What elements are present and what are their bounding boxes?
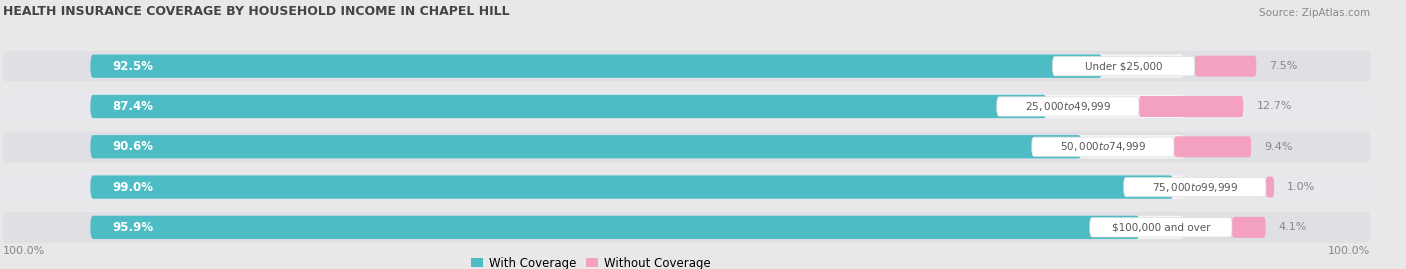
FancyBboxPatch shape (90, 55, 1184, 78)
Text: 100.0%: 100.0% (3, 246, 45, 256)
Text: 92.5%: 92.5% (112, 60, 153, 73)
Text: 95.9%: 95.9% (112, 221, 153, 234)
FancyBboxPatch shape (1053, 56, 1195, 76)
FancyBboxPatch shape (1232, 217, 1265, 238)
FancyBboxPatch shape (3, 91, 1371, 122)
FancyBboxPatch shape (3, 132, 1371, 162)
Text: $75,000 to $99,999: $75,000 to $99,999 (1152, 180, 1237, 194)
Text: HEALTH INSURANCE COVERAGE BY HOUSEHOLD INCOME IN CHAPEL HILL: HEALTH INSURANCE COVERAGE BY HOUSEHOLD I… (3, 5, 509, 18)
FancyBboxPatch shape (1090, 218, 1232, 237)
Text: 9.4%: 9.4% (1264, 142, 1292, 152)
FancyBboxPatch shape (90, 135, 1184, 158)
FancyBboxPatch shape (90, 216, 1184, 239)
FancyBboxPatch shape (1174, 136, 1251, 157)
Text: 100.0%: 100.0% (1329, 246, 1371, 256)
FancyBboxPatch shape (997, 97, 1139, 116)
FancyBboxPatch shape (1032, 137, 1174, 157)
Text: Source: ZipAtlas.com: Source: ZipAtlas.com (1260, 8, 1371, 18)
Text: 90.6%: 90.6% (112, 140, 153, 153)
Text: 1.0%: 1.0% (1288, 182, 1316, 192)
FancyBboxPatch shape (1195, 56, 1257, 77)
FancyBboxPatch shape (90, 95, 1184, 118)
Text: $50,000 to $74,999: $50,000 to $74,999 (1060, 140, 1146, 153)
Text: $100,000 and over: $100,000 and over (1112, 222, 1211, 232)
FancyBboxPatch shape (3, 172, 1371, 202)
FancyBboxPatch shape (90, 135, 1081, 158)
FancyBboxPatch shape (90, 175, 1174, 199)
FancyBboxPatch shape (3, 212, 1371, 243)
Text: $25,000 to $49,999: $25,000 to $49,999 (1025, 100, 1111, 113)
FancyBboxPatch shape (3, 51, 1371, 82)
Text: 87.4%: 87.4% (112, 100, 153, 113)
Text: 99.0%: 99.0% (112, 180, 153, 194)
FancyBboxPatch shape (90, 95, 1046, 118)
FancyBboxPatch shape (1123, 177, 1265, 197)
FancyBboxPatch shape (1265, 176, 1274, 197)
Text: Under $25,000: Under $25,000 (1085, 61, 1163, 71)
FancyBboxPatch shape (90, 175, 1184, 199)
Text: 7.5%: 7.5% (1270, 61, 1298, 71)
FancyBboxPatch shape (1139, 96, 1243, 117)
FancyBboxPatch shape (90, 55, 1102, 78)
Legend: With Coverage, Without Coverage: With Coverage, Without Coverage (471, 257, 710, 269)
Text: 12.7%: 12.7% (1257, 101, 1292, 111)
Text: 4.1%: 4.1% (1279, 222, 1308, 232)
FancyBboxPatch shape (90, 216, 1139, 239)
